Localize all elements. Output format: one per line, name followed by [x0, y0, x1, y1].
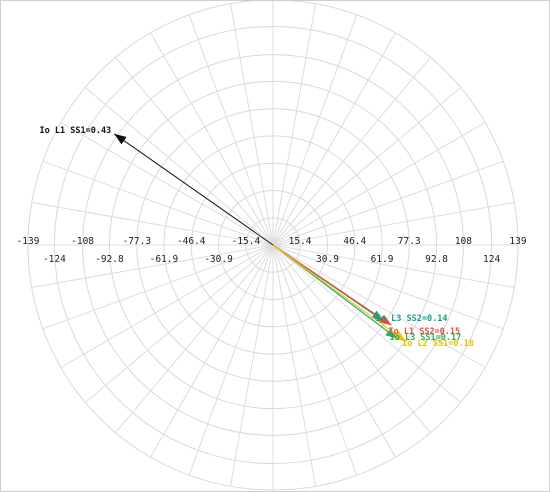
- tick-label-top: -139: [17, 236, 40, 247]
- grid-spoke: [272, 32, 396, 246]
- vector-label: Io L1 SS2=0.15: [389, 327, 461, 337]
- tick-label-bottom: 30.9: [316, 254, 339, 265]
- grid-spoke: [84, 87, 274, 246]
- grid-spoke: [150, 32, 274, 246]
- vector-line: [272, 244, 392, 326]
- tick-label-top: 139: [509, 236, 526, 247]
- grid-spoke: [272, 244, 317, 487]
- grid-spoke: [188, 244, 274, 476]
- tick-label-top: 108: [455, 236, 472, 247]
- grid-spoke: [272, 3, 317, 246]
- tick-label-bottom: -30.9: [204, 254, 233, 265]
- grid-spoke: [84, 244, 274, 403]
- grid-layer: [27, 1, 519, 491]
- tick-label-top: -108: [71, 236, 94, 247]
- tick-label-bottom: 124: [483, 254, 500, 265]
- grid-spoke: [272, 14, 358, 246]
- vector-label: Io L3 SS2=0.14: [376, 314, 448, 324]
- grid-spoke: [272, 244, 396, 458]
- grid-spoke: [272, 244, 431, 434]
- grid-spoke: [115, 56, 274, 246]
- grid-spoke: [272, 244, 515, 289]
- tick-label-bottom: -61.9: [150, 254, 179, 265]
- grid-spoke: [272, 56, 431, 246]
- grid-spoke: [272, 122, 486, 246]
- grid-spoke: [42, 244, 274, 330]
- grid-spoke: [229, 3, 274, 246]
- vector-arrowhead: [385, 328, 398, 339]
- tick-label-top: -15.4: [232, 236, 261, 247]
- vector-labels: Io L1 SS1=0.43 Io L3 SS2=0.14 Io L1 SS2=0.…: [40, 126, 474, 349]
- grid-spoke: [272, 201, 515, 246]
- vector-arrowhead: [393, 331, 407, 342]
- grid-spoke: [60, 244, 274, 368]
- vector-label: Io L2 SS1=0.18: [402, 339, 474, 349]
- grid-spoke: [272, 244, 504, 330]
- grid-spoke: [272, 244, 462, 403]
- grid-spoke: [150, 244, 274, 458]
- tick-label-bottom: 92.8: [425, 254, 448, 265]
- tick-label-top: 15.4: [289, 236, 312, 247]
- grid-spoke: [31, 201, 274, 246]
- grid-spoke: [272, 244, 486, 368]
- grid-spoke: [115, 244, 274, 434]
- grid-spoke: [60, 122, 274, 246]
- tick-labels: -139 -108 -77.3 -46.4 -15.4 15.4 46.4 77.3 108 13…: [17, 236, 527, 265]
- vector-arrowhead: [114, 133, 127, 145]
- tick-label-bottom: -92.8: [95, 254, 124, 265]
- grid-spoke: [31, 244, 274, 289]
- vector-arrowhead: [379, 314, 392, 326]
- grid-spoke: [272, 160, 504, 246]
- tick-label-bottom: -124: [43, 254, 66, 265]
- tick-label-bottom: 61.9: [371, 254, 394, 265]
- tick-label-top: -77.3: [122, 236, 151, 247]
- grid-spoke: [272, 244, 358, 476]
- tick-label-top: 46.4: [343, 236, 366, 247]
- vector-label: Io L3 SS1=0.17: [390, 333, 462, 343]
- grid-spoke: [272, 87, 462, 246]
- vector-label: Io L1 SS1=0.43: [40, 126, 112, 136]
- grid-spoke: [42, 160, 274, 246]
- tick-label-top: 77.3: [398, 236, 421, 247]
- vector-line: [272, 244, 407, 343]
- grid-spoke: [229, 244, 274, 487]
- grid-spoke: [188, 14, 274, 246]
- vector-layer: [113, 133, 407, 343]
- vector-line: [113, 133, 274, 246]
- tick-label-top: -46.4: [177, 236, 206, 247]
